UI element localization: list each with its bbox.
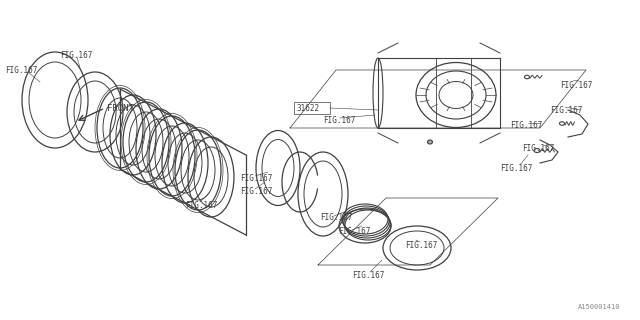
Text: FIG.167: FIG.167: [320, 213, 353, 222]
Bar: [294, 102, 330, 114]
Text: FIG.167: FIG.167: [323, 116, 355, 124]
Text: FIG.167: FIG.167: [240, 188, 273, 196]
Text: FIG.167: FIG.167: [560, 81, 593, 90]
Text: FIG.167: FIG.167: [240, 173, 273, 182]
Text: FIG.167: FIG.167: [352, 271, 385, 281]
Text: FIG.167: FIG.167: [405, 241, 437, 250]
Ellipse shape: [428, 140, 433, 144]
Text: FIG.167: FIG.167: [338, 228, 371, 236]
Text: FIG.167: FIG.167: [522, 143, 554, 153]
Text: FIG.167: FIG.167: [5, 66, 37, 75]
Text: FIG.167: FIG.167: [510, 121, 542, 130]
Text: FIG.167: FIG.167: [550, 106, 582, 115]
Text: FRONT: FRONT: [107, 103, 134, 113]
Text: FIG.167: FIG.167: [500, 164, 532, 172]
Text: FIG.167: FIG.167: [60, 51, 92, 60]
Text: A150001410: A150001410: [577, 304, 620, 310]
Text: FIG.167: FIG.167: [185, 201, 218, 210]
Text: 31622: 31622: [296, 103, 319, 113]
